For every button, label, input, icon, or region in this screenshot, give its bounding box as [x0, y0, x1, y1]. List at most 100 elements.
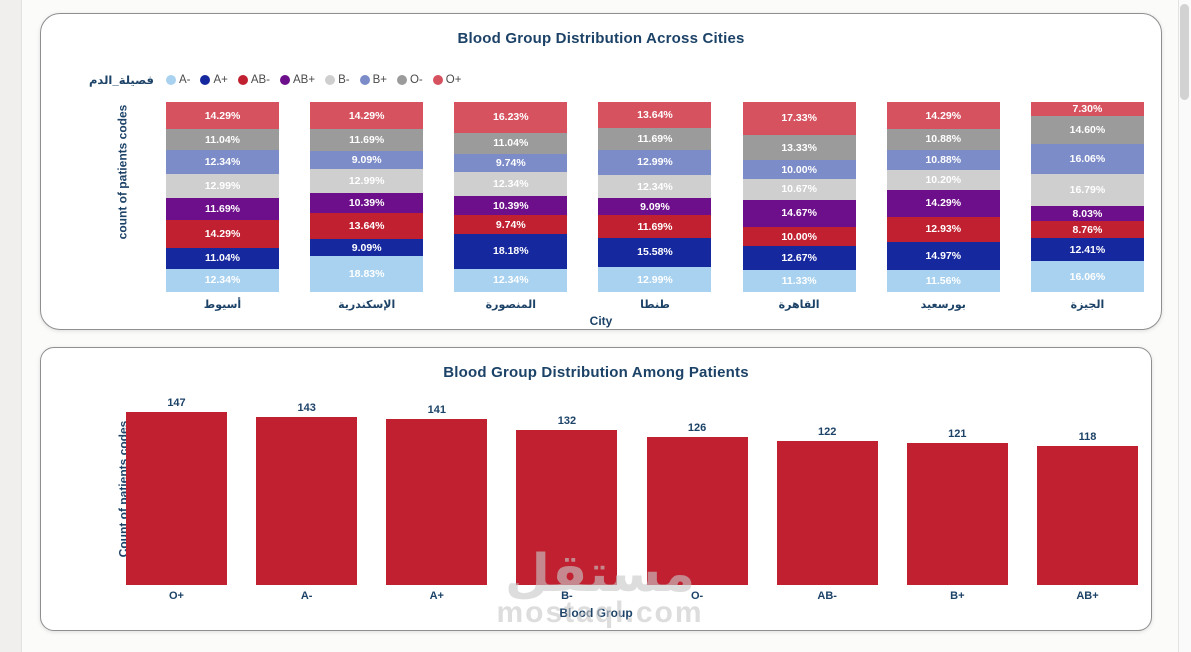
stack-segment-A+[interactable]: 15.58%: [598, 237, 712, 268]
stack-segment-AB-[interactable]: 9.74%: [454, 215, 568, 234]
stack-segment-O+[interactable]: 7.30%: [1030, 102, 1144, 116]
bar-rect-A-[interactable]: [256, 416, 358, 585]
bar-category-label: B-: [561, 590, 573, 602]
stack-segment-A-[interactable]: 16.06%: [1030, 261, 1144, 292]
vertical-scrollbar-track[interactable]: [1178, 0, 1191, 652]
bar-rect-O+[interactable]: [126, 412, 227, 585]
stack-segment-B-[interactable]: 12.34%: [598, 174, 712, 199]
stack-segment-AB+[interactable]: 14.67%: [742, 199, 856, 228]
legend-item-A+[interactable]: A+: [200, 74, 228, 86]
stack-segment-AB+[interactable]: 10.39%: [454, 195, 568, 216]
legend-item-O+[interactable]: O+: [432, 74, 461, 86]
stack-segment-O-[interactable]: 11.04%: [166, 129, 279, 151]
stack-segment-B+[interactable]: 12.34%: [166, 150, 279, 174]
bar-rect-B+[interactable]: [906, 442, 1008, 585]
legend-item-A-[interactable]: A-: [165, 74, 191, 86]
stack-segment-A-[interactable]: 18.83%: [310, 256, 424, 292]
stack-segment-O-[interactable]: 11.69%: [598, 127, 712, 151]
legend-label: A-: [178, 74, 191, 86]
stack-segment-A-[interactable]: 11.56%: [886, 269, 1000, 292]
legend-dot-B-: [325, 75, 336, 85]
legend-item-B+[interactable]: B+: [359, 74, 387, 86]
stack-segment-A+[interactable]: 12.67%: [742, 246, 856, 271]
stack-segment-B+[interactable]: 12.99%: [598, 150, 712, 175]
stack-segment-O-[interactable]: 11.04%: [454, 132, 568, 154]
stack-segment-B+[interactable]: 10.88%: [886, 149, 1000, 171]
stack-segment-O-[interactable]: 14.60%: [1030, 115, 1144, 144]
vertical-scrollbar-thumb[interactable]: [1180, 4, 1189, 100]
stack-segment-A-[interactable]: 12.99%: [598, 267, 712, 292]
legend-title: فصيلة_الدم: [89, 75, 154, 87]
bar-category-label: A-: [300, 590, 313, 602]
stack-segment-O-[interactable]: 11.69%: [310, 129, 424, 152]
stacked-column: 14.29% 10.88% 10.88% 10.20% 14.29% 12.93% 14.9…: [886, 102, 1000, 292]
stack-segment-AB-[interactable]: 10.00%: [742, 227, 856, 247]
bar-rect-B-[interactable]: [516, 429, 618, 585]
stacked-column: 14.29% 11.04% 12.34% 12.99% 11.69% 14.29% 11.0…: [166, 102, 279, 292]
stack-segment-AB-[interactable]: 8.76%: [1030, 221, 1144, 238]
stack-segment-B+[interactable]: 16.06%: [1030, 143, 1144, 175]
stack-segment-O+[interactable]: 14.29%: [310, 102, 424, 130]
legend-dot-A-: [165, 75, 176, 85]
stack-segment-O+[interactable]: 14.29%: [886, 102, 1000, 130]
stack-segment-B-[interactable]: 10.20%: [886, 170, 1000, 190]
bar-rect-AB+[interactable]: [1036, 446, 1138, 585]
bar-value-label: 132: [557, 414, 577, 427]
stack-segment-AB+[interactable]: 10.39%: [310, 193, 424, 214]
city-label: طنطا: [640, 299, 670, 311]
stack-segment-AB-[interactable]: 13.64%: [310, 213, 424, 239]
stack-segment-B+[interactable]: 10.00%: [742, 160, 856, 180]
stack-segment-O+[interactable]: 17.33%: [742, 102, 856, 135]
legend-dot-O+: [432, 75, 443, 85]
page-left-gutter: [0, 0, 22, 652]
legend-item-AB+[interactable]: AB+: [280, 74, 315, 86]
stack-segment-AB+[interactable]: 9.09%: [598, 198, 712, 216]
stack-segment-B-[interactable]: 16.79%: [1030, 174, 1144, 206]
stack-segment-B+[interactable]: 9.74%: [454, 153, 568, 173]
legend-dot-AB-: [237, 75, 248, 85]
stack-segment-A+[interactable]: 9.09%: [310, 238, 424, 257]
bar-value-label: 141: [427, 404, 446, 417]
stack-segment-AB+[interactable]: 8.03%: [1030, 205, 1144, 222]
stack-segment-A-[interactable]: 11.33%: [742, 270, 856, 292]
stack-segment-A-[interactable]: 12.34%: [454, 268, 568, 292]
stacked-chart-x-axis-label: City: [589, 314, 613, 328]
legend-label: A+: [213, 74, 228, 86]
stack-segment-O+[interactable]: 16.23%: [454, 102, 568, 133]
stack-segment-O+[interactable]: 13.64%: [598, 102, 712, 128]
stacked-column: 7.30% 14.60% 16.06% 16.79% 8.03% 8.76% 12.41% 1…: [1030, 102, 1144, 292]
stack-segment-O+[interactable]: 14.29%: [166, 102, 279, 130]
bar-value-label: 118: [1078, 431, 1097, 444]
stack-segment-A+[interactable]: 11.04%: [166, 247, 279, 269]
stack-segment-A+[interactable]: 18.18%: [454, 233, 568, 269]
stack-segment-A+[interactable]: 14.97%: [886, 241, 1000, 270]
bar-column-AB-: 122: [776, 426, 878, 585]
bar-category-label: A+: [429, 590, 444, 602]
stack-segment-B+[interactable]: 9.09%: [310, 151, 424, 169]
stack-segment-AB-[interactable]: 14.29%: [166, 220, 279, 248]
stack-segment-AB-[interactable]: 11.69%: [598, 215, 712, 238]
bar-rect-AB-[interactable]: [776, 441, 878, 585]
stack-segment-AB-[interactable]: 12.93%: [886, 216, 1000, 242]
stack-segment-AB+[interactable]: 14.29%: [886, 189, 1000, 217]
stack-segment-AB+[interactable]: 11.69%: [166, 198, 279, 221]
stack-segment-O-[interactable]: 10.88%: [886, 129, 1000, 150]
bar-rect-O-[interactable]: [646, 436, 748, 585]
stack-segment-A-[interactable]: 12.34%: [166, 268, 279, 292]
legend-label: B+: [372, 74, 387, 86]
legend: فصيلة_الدم A- A+ AB- AB+ B- B+ O- O+: [89, 70, 461, 90]
bar-value-label: 147: [167, 397, 186, 409]
stack-segment-O-[interactable]: 13.33%: [742, 134, 856, 161]
stack-segment-A+[interactable]: 12.41%: [1030, 237, 1144, 262]
city-label: أسيوط: [203, 299, 242, 311]
bar-column-A-: 143: [256, 402, 358, 585]
stack-segment-B-[interactable]: 10.67%: [742, 179, 856, 200]
bar-rect-A+[interactable]: [386, 419, 488, 585]
legend-item-AB-[interactable]: AB-: [237, 74, 270, 86]
stack-segment-B-[interactable]: 12.99%: [310, 168, 424, 194]
bar-chart-card: Blood Group Distribution Among Patients …: [40, 347, 1152, 631]
legend-item-O-[interactable]: O-: [396, 74, 423, 86]
stack-segment-B-[interactable]: 12.34%: [454, 172, 568, 196]
stack-segment-B-[interactable]: 12.99%: [166, 173, 279, 199]
legend-item-B-[interactable]: B-: [325, 74, 350, 86]
